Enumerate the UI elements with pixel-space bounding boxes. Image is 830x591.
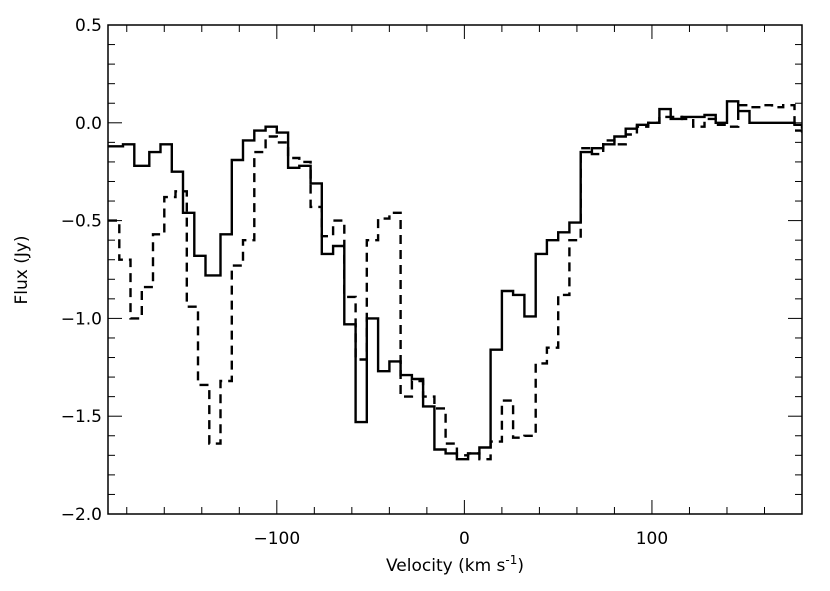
series-solid-line: [108, 100, 802, 461]
y-tick-label: −0.5: [61, 212, 102, 232]
x-axis-label-close: ): [517, 556, 524, 576]
x-tick-label: 100: [636, 529, 668, 549]
x-tick-labels: −100 0 100: [253, 529, 668, 549]
y-tick-label: −1.0: [61, 309, 102, 329]
series-dashed-line: [108, 104, 802, 461]
plot-frame: [107, 24, 803, 515]
y-tick-label: −1.5: [61, 407, 102, 427]
y-tick-label: 0.5: [75, 16, 102, 36]
y-tick-label: 0.0: [75, 114, 102, 134]
y-axis-label: Flux (Jy): [12, 235, 32, 304]
y-tick-label: −2.0: [61, 505, 102, 525]
x-ticks: [126, 25, 803, 514]
x-tick-label: 0: [459, 529, 470, 549]
x-axis-label-superscript: -1: [505, 553, 517, 567]
y-tick-labels: 0.5 0.0 −0.5 −1.0 −1.5 −2.0: [61, 16, 102, 525]
y-ticks: [108, 24, 802, 515]
x-tick-label: −100: [253, 529, 300, 549]
x-axis-label: Velocity (km s-1): [386, 553, 524, 576]
series-layer: [108, 100, 802, 461]
x-axis-label-main: Velocity (km s: [386, 556, 506, 576]
